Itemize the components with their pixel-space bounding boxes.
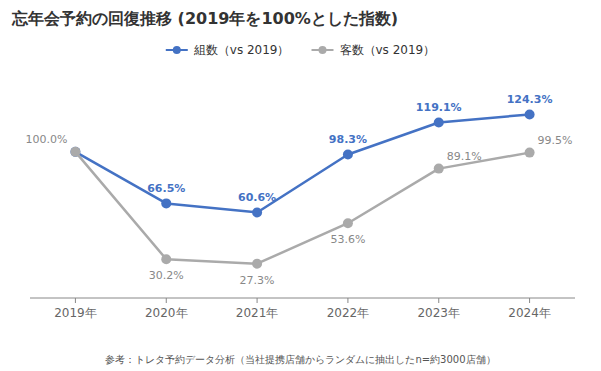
data-label: 99.5% [538,134,573,147]
data-label: 27.3% [240,274,275,287]
data-label: 66.5% [147,182,185,195]
marks [70,109,534,268]
point [252,259,262,269]
data-label: 124.3% [507,93,553,106]
point [70,147,80,157]
legend-marker [319,46,327,54]
data-labels: 66.5% 60.6% 98.3% 119.1% 124.3% 100.0% 30.2% 27… [25,93,572,286]
x-axis: 2019年 2020年 2021年 2022年 2023年 2024年 [30,298,575,320]
legend-item: 組数（vs 2019） [166,43,290,57]
legend-label: 客数（vs 2019） [340,43,436,57]
legend-item: 客数（vs 2019） [312,43,436,57]
chart: 忘年会予約の回復推移 (2019年を100%とした指数) 組数（vs 2019） 客… [0,0,601,371]
x-tick [347,298,348,303]
point [434,164,444,174]
x-tick [438,298,439,303]
point [161,254,171,264]
point [252,207,262,217]
series-line [75,152,529,264]
data-label: 89.1% [447,150,482,163]
x-tick [529,298,530,303]
x-tick-label: 2023年 [417,306,460,320]
point [525,109,535,119]
data-label: 119.1% [416,101,462,114]
x-tick-label: 2021年 [236,306,279,320]
legend-label: 組数（vs 2019） [193,43,290,57]
x-tick [166,298,167,303]
title: 忘年会予約の回復推移 (2019年を100%とした指数) [11,9,398,28]
point [70,147,80,157]
x-tick [257,298,258,303]
x-tick-label: 2020年 [145,306,188,320]
footnote: 参考：トレタ予約データ分析（当社提携店舗からランダムに抽出したn=約3000店舗… [105,354,495,365]
data-label: 30.2% [149,269,184,282]
x-tick-label: 2022年 [327,306,370,320]
point [343,149,353,159]
data-label: 100.0% [25,133,67,146]
x-tick-label: 2019年 [54,306,97,320]
data-label: 60.6% [238,191,276,204]
legend: 組数（vs 2019） 客数（vs 2019） [166,43,435,57]
point [343,218,353,228]
x-axis-line [30,298,575,299]
point [434,117,444,127]
legend-marker [173,46,181,54]
x-tick [75,298,76,303]
data-label: 53.6% [330,233,365,246]
x-tick-label: 2024年 [508,306,551,320]
point [161,198,171,208]
point [525,148,535,158]
data-label: 98.3% [329,133,367,146]
